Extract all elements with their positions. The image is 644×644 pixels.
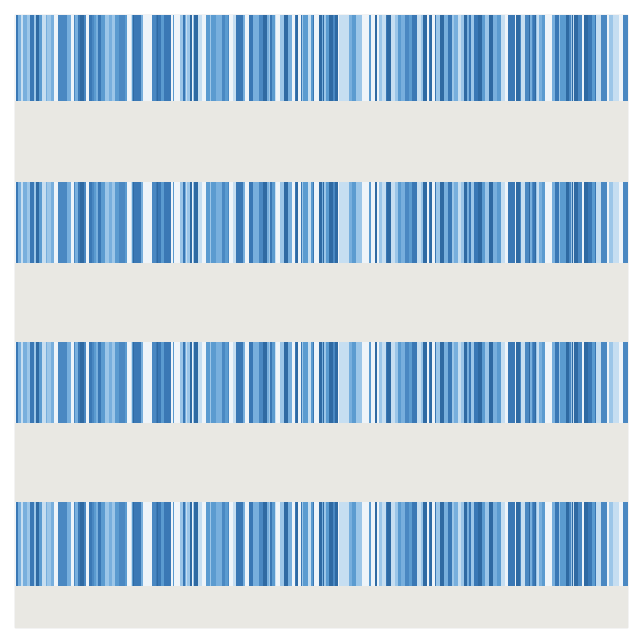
blue-stripe-band: [15, 182, 628, 263]
blue-stripe-band: [15, 15, 628, 101]
blue-stripe-band: [15, 502, 628, 586]
fabric-swatch: [15, 15, 628, 628]
blue-stripe-band: [15, 342, 628, 423]
